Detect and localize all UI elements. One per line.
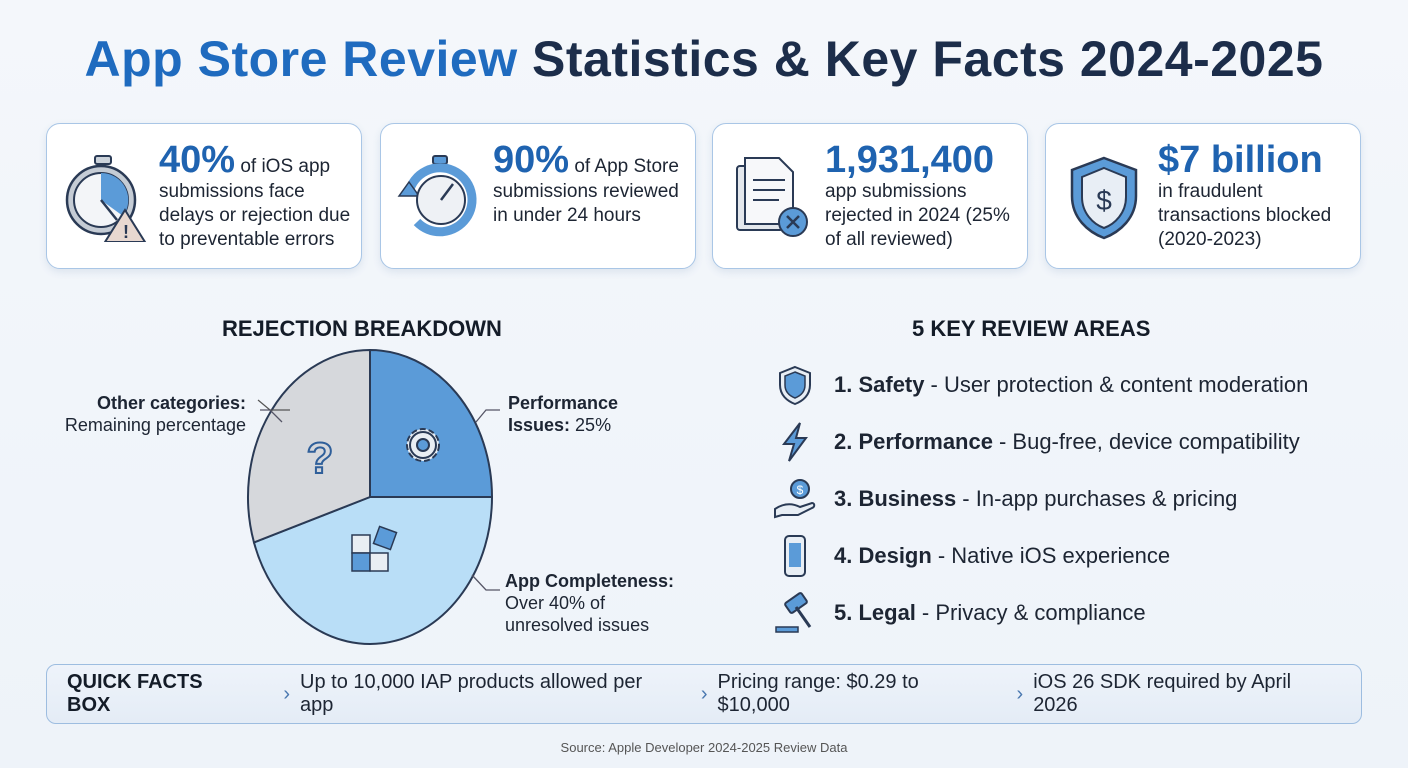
rejected-document-icon [736,157,808,237]
pie-slice-performance-issues [369,348,494,498]
svg-text:$: $ [797,483,804,497]
review-area-item: $3. Business - In-app purchases & pricing [772,477,1237,521]
shield-icon [779,365,811,406]
hand-coin-icon: $ [774,479,816,519]
pie-chart: ? [247,348,494,645]
gear-icon [406,428,440,462]
chevron-right-icon: › [700,682,708,705]
stopwatch-refresh-icon [397,155,477,237]
pie-label-performance: Performance Issues: 25% [508,393,619,435]
review-area-item: 2. Performance - Bug-free, device compati… [772,420,1300,464]
stat-card: $ $7 billion in fraudulent transactions b… [1045,123,1361,269]
pie-label-completeness: App Completeness: Over 40% of unresolved … [505,571,675,635]
lightning-icon [781,422,808,462]
review-area-item: 1. Safety - User protection & content mod… [772,363,1308,407]
svg-text:!: ! [123,222,129,242]
stat-card: ! 40% of iOS app submissions face delays… [46,123,362,269]
chevron-right-icon: › [1016,682,1024,705]
areas-heading: 5 KEY REVIEW AREAS [912,316,1151,341]
gavel-icon [775,592,812,633]
stat-card: 90% of App Store submissions reviewed in… [380,123,696,269]
quick-facts-box: QUICK FACTS BOX › Up to 10,000 IAP produc… [46,664,1362,724]
review-area-item: 5. Legal - Privacy & compliance [772,591,1146,635]
svg-text:$: $ [1096,185,1112,216]
puzzle-icon [351,525,398,572]
shield-dollar-icon: $ [1070,156,1138,240]
stopwatch-warning-icon: ! [65,155,147,242]
source-note: Source: Apple Developer 2024-2025 Review… [560,740,848,755]
pie-label-other: Other categories: Remaining percentage [64,393,246,435]
svg-text:?: ? [307,434,334,483]
question-icon: ? [306,433,335,484]
page-title: App Store Review Statistics & Key Facts … [84,31,1324,87]
rejection-heading: REJECTION BREAKDOWN [222,316,502,341]
chevron-right-icon: › [283,682,291,705]
stat-card: 1,931,400 app submissions rejected in 202… [712,123,1028,269]
phone-icon [784,535,806,577]
review-area-item: 4. Design - Native iOS experience [772,534,1170,578]
